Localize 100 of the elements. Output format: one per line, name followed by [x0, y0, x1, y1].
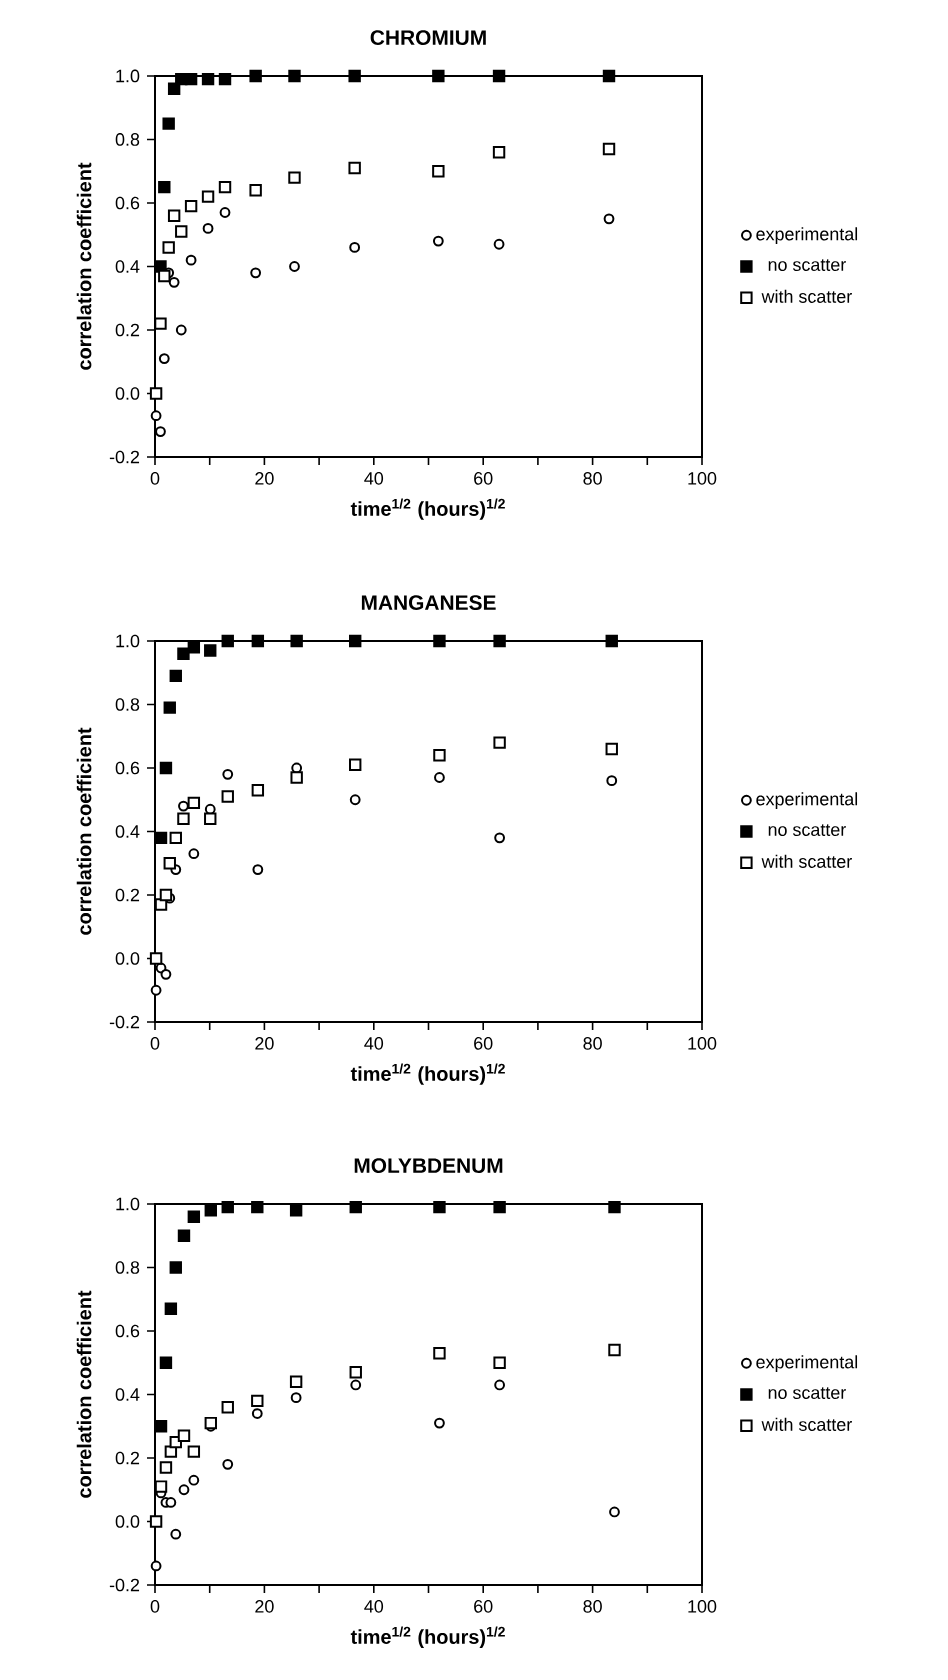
- point: [249, 184, 262, 197]
- point: [289, 261, 300, 272]
- point: [154, 831, 168, 845]
- point: [163, 857, 176, 870]
- point: [150, 410, 162, 422]
- point: [169, 1261, 182, 1274]
- legend-label: no scatter: [768, 824, 846, 836]
- point: [433, 634, 446, 648]
- point: [251, 784, 265, 797]
- legend-label: experimental: [756, 1355, 858, 1372]
- point: [493, 1200, 506, 1214]
- point: [289, 1375, 303, 1388]
- point: [492, 145, 506, 159]
- x-tick-label: 20: [255, 1600, 274, 1613]
- x-tick-label: 0: [150, 1037, 160, 1050]
- y-tick-label: 0.6: [115, 196, 140, 210]
- point: [184, 199, 198, 213]
- chart-title: CHROMIUM: [370, 30, 486, 45]
- point: [154, 1420, 168, 1433]
- point: [251, 634, 265, 648]
- y-axis-title: correlation coefficient: [76, 162, 92, 370]
- point: [159, 1461, 173, 1474]
- y-tick-label: 0.4: [115, 260, 140, 273]
- point: [348, 161, 361, 175]
- point: [164, 1445, 178, 1458]
- point: [159, 1356, 173, 1369]
- point: [201, 190, 215, 203]
- point: [290, 771, 303, 784]
- point: [149, 952, 163, 965]
- point: [168, 276, 180, 288]
- point: [433, 1200, 446, 1214]
- y-tick-label: 1.0: [116, 634, 140, 648]
- point: [494, 1379, 506, 1391]
- point: [349, 1200, 362, 1214]
- point: [609, 1506, 620, 1518]
- y-tick-label: 0.4: [115, 825, 140, 838]
- legend-label: no scatter: [768, 1387, 846, 1399]
- point: [222, 1458, 234, 1470]
- y-tick-label: 0.2: [115, 888, 140, 902]
- point: [432, 235, 444, 247]
- legend-label: experimental: [756, 227, 858, 244]
- point: [178, 1484, 190, 1496]
- y-tick-label: 0.8: [115, 698, 140, 711]
- point: [221, 634, 234, 648]
- point: [350, 1379, 362, 1391]
- x-tick-label: 0: [150, 472, 160, 485]
- legend-label: experimental: [756, 792, 858, 809]
- point: [493, 634, 506, 648]
- point: [221, 790, 234, 803]
- point: [177, 647, 190, 660]
- point: [178, 800, 189, 812]
- y-tick-label: 0.4: [115, 1388, 140, 1401]
- point: [169, 669, 182, 683]
- point: [160, 968, 172, 980]
- point: [169, 831, 182, 845]
- point: [433, 749, 446, 762]
- point: [218, 180, 232, 194]
- point: [493, 238, 505, 250]
- point: [251, 1394, 264, 1408]
- point: [187, 1445, 201, 1458]
- x-tick-label: 20: [255, 1037, 274, 1050]
- point: [494, 832, 506, 844]
- point: [605, 742, 618, 756]
- y-tick-label: 0.0: [115, 952, 140, 965]
- x-tick-label: 100: [688, 1037, 717, 1050]
- point: [167, 82, 181, 95]
- point: [349, 1366, 362, 1379]
- point: [288, 171, 301, 184]
- point: [158, 180, 171, 194]
- point: [434, 772, 445, 783]
- point: [204, 1416, 217, 1430]
- x-tick-label: 60: [474, 1600, 493, 1613]
- point: [221, 1401, 234, 1414]
- point: [602, 142, 616, 156]
- y-tick-label: 0.6: [115, 761, 140, 775]
- y-tick-label: 1.0: [116, 1197, 140, 1211]
- y-tick-label: -0.2: [109, 1578, 140, 1592]
- point: [204, 644, 217, 657]
- legend-label: with scatter: [761, 1417, 852, 1431]
- point: [219, 207, 231, 218]
- point: [187, 641, 201, 654]
- point: [162, 241, 175, 254]
- point: [164, 1302, 178, 1315]
- point: [175, 225, 188, 238]
- legend-label: no scatter: [768, 259, 846, 271]
- point: [434, 1417, 445, 1429]
- point: [218, 72, 232, 86]
- point: [492, 69, 506, 83]
- x-tick-label: 40: [364, 472, 384, 485]
- point: [252, 864, 264, 875]
- y-tick-label: -0.2: [109, 1015, 140, 1029]
- point: [221, 1200, 234, 1214]
- point: [605, 634, 618, 648]
- point: [603, 213, 615, 225]
- point: [202, 222, 214, 234]
- point: [222, 768, 234, 780]
- y-tick-label: 0.2: [115, 323, 140, 337]
- point: [290, 634, 303, 648]
- point: [155, 426, 166, 437]
- point: [608, 1343, 621, 1357]
